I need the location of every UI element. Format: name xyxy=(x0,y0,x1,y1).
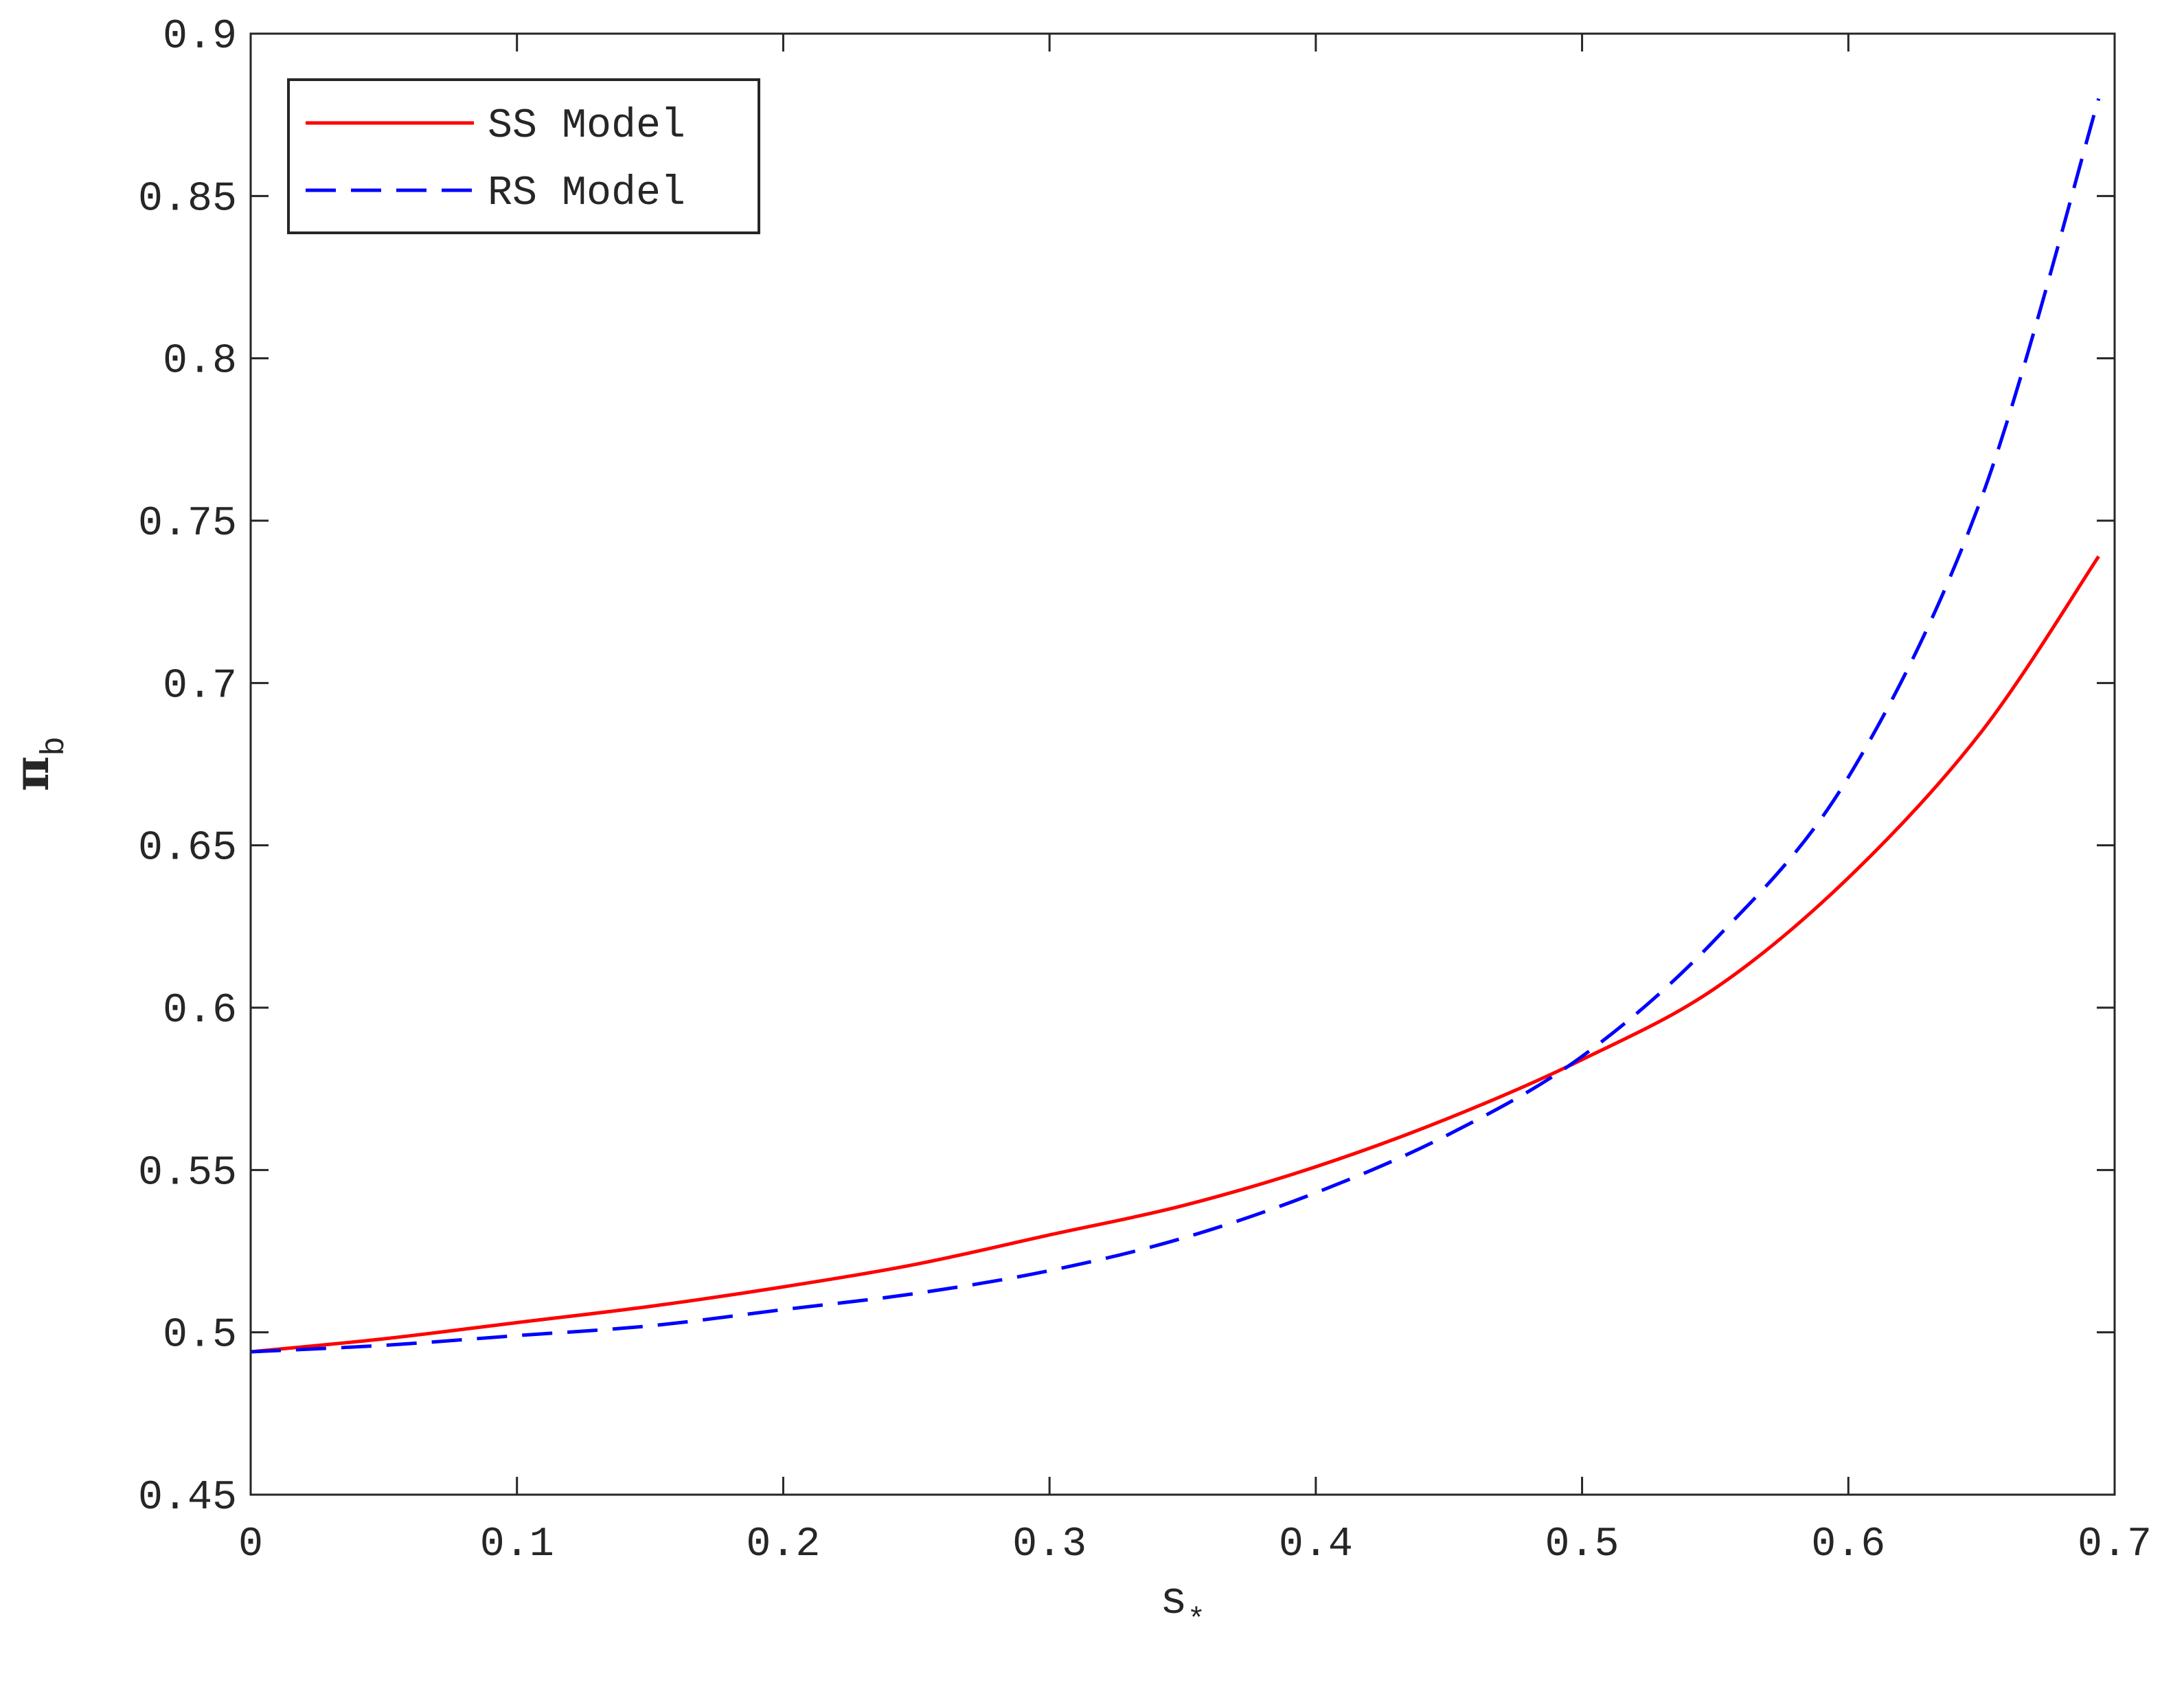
y-label-main: π xyxy=(3,756,60,791)
x-tick-label: 0 xyxy=(238,1521,263,1568)
x-tick-label: 0.1 xyxy=(480,1521,554,1568)
x-axis-label: s* xyxy=(1160,1575,1205,1638)
x-tick-label: 0.7 xyxy=(2078,1521,2152,1568)
legend-label: RS Model xyxy=(488,170,685,217)
y-tick-label: 0.55 xyxy=(138,1150,237,1197)
y-tick-label: 0.5 xyxy=(163,1313,237,1359)
plot-area xyxy=(251,34,2115,1495)
y-tick-label: 0.65 xyxy=(138,826,237,872)
y-tick-label: 0.75 xyxy=(138,501,237,547)
y-tick-label: 0.45 xyxy=(138,1475,237,1521)
x-tick-label: 0.5 xyxy=(1545,1521,1619,1568)
y-tick-label: 0.8 xyxy=(163,339,237,385)
y-tick-label: 0.9 xyxy=(163,14,237,60)
y-label-sub: b xyxy=(36,736,73,756)
legend-box xyxy=(287,78,760,234)
x-tick-label: 0.2 xyxy=(746,1521,820,1568)
y-axis-label: πb xyxy=(3,736,73,791)
legend-label: SS Model xyxy=(488,103,685,150)
x-label-main: s xyxy=(1160,1575,1187,1627)
y-tick-label: 0.6 xyxy=(163,988,237,1034)
x-label-sub: * xyxy=(1187,1603,1205,1638)
series-line xyxy=(250,555,2100,1354)
x-tick-label: 0.6 xyxy=(1811,1521,1885,1568)
x-tick-label: 0.3 xyxy=(1012,1521,1087,1568)
y-tick-label: 0.85 xyxy=(138,176,237,223)
y-tick-label: 0.7 xyxy=(163,663,237,710)
axes-box xyxy=(249,32,2116,1496)
x-tick-label: 0.4 xyxy=(1279,1521,1353,1568)
series-line xyxy=(250,98,2101,1354)
